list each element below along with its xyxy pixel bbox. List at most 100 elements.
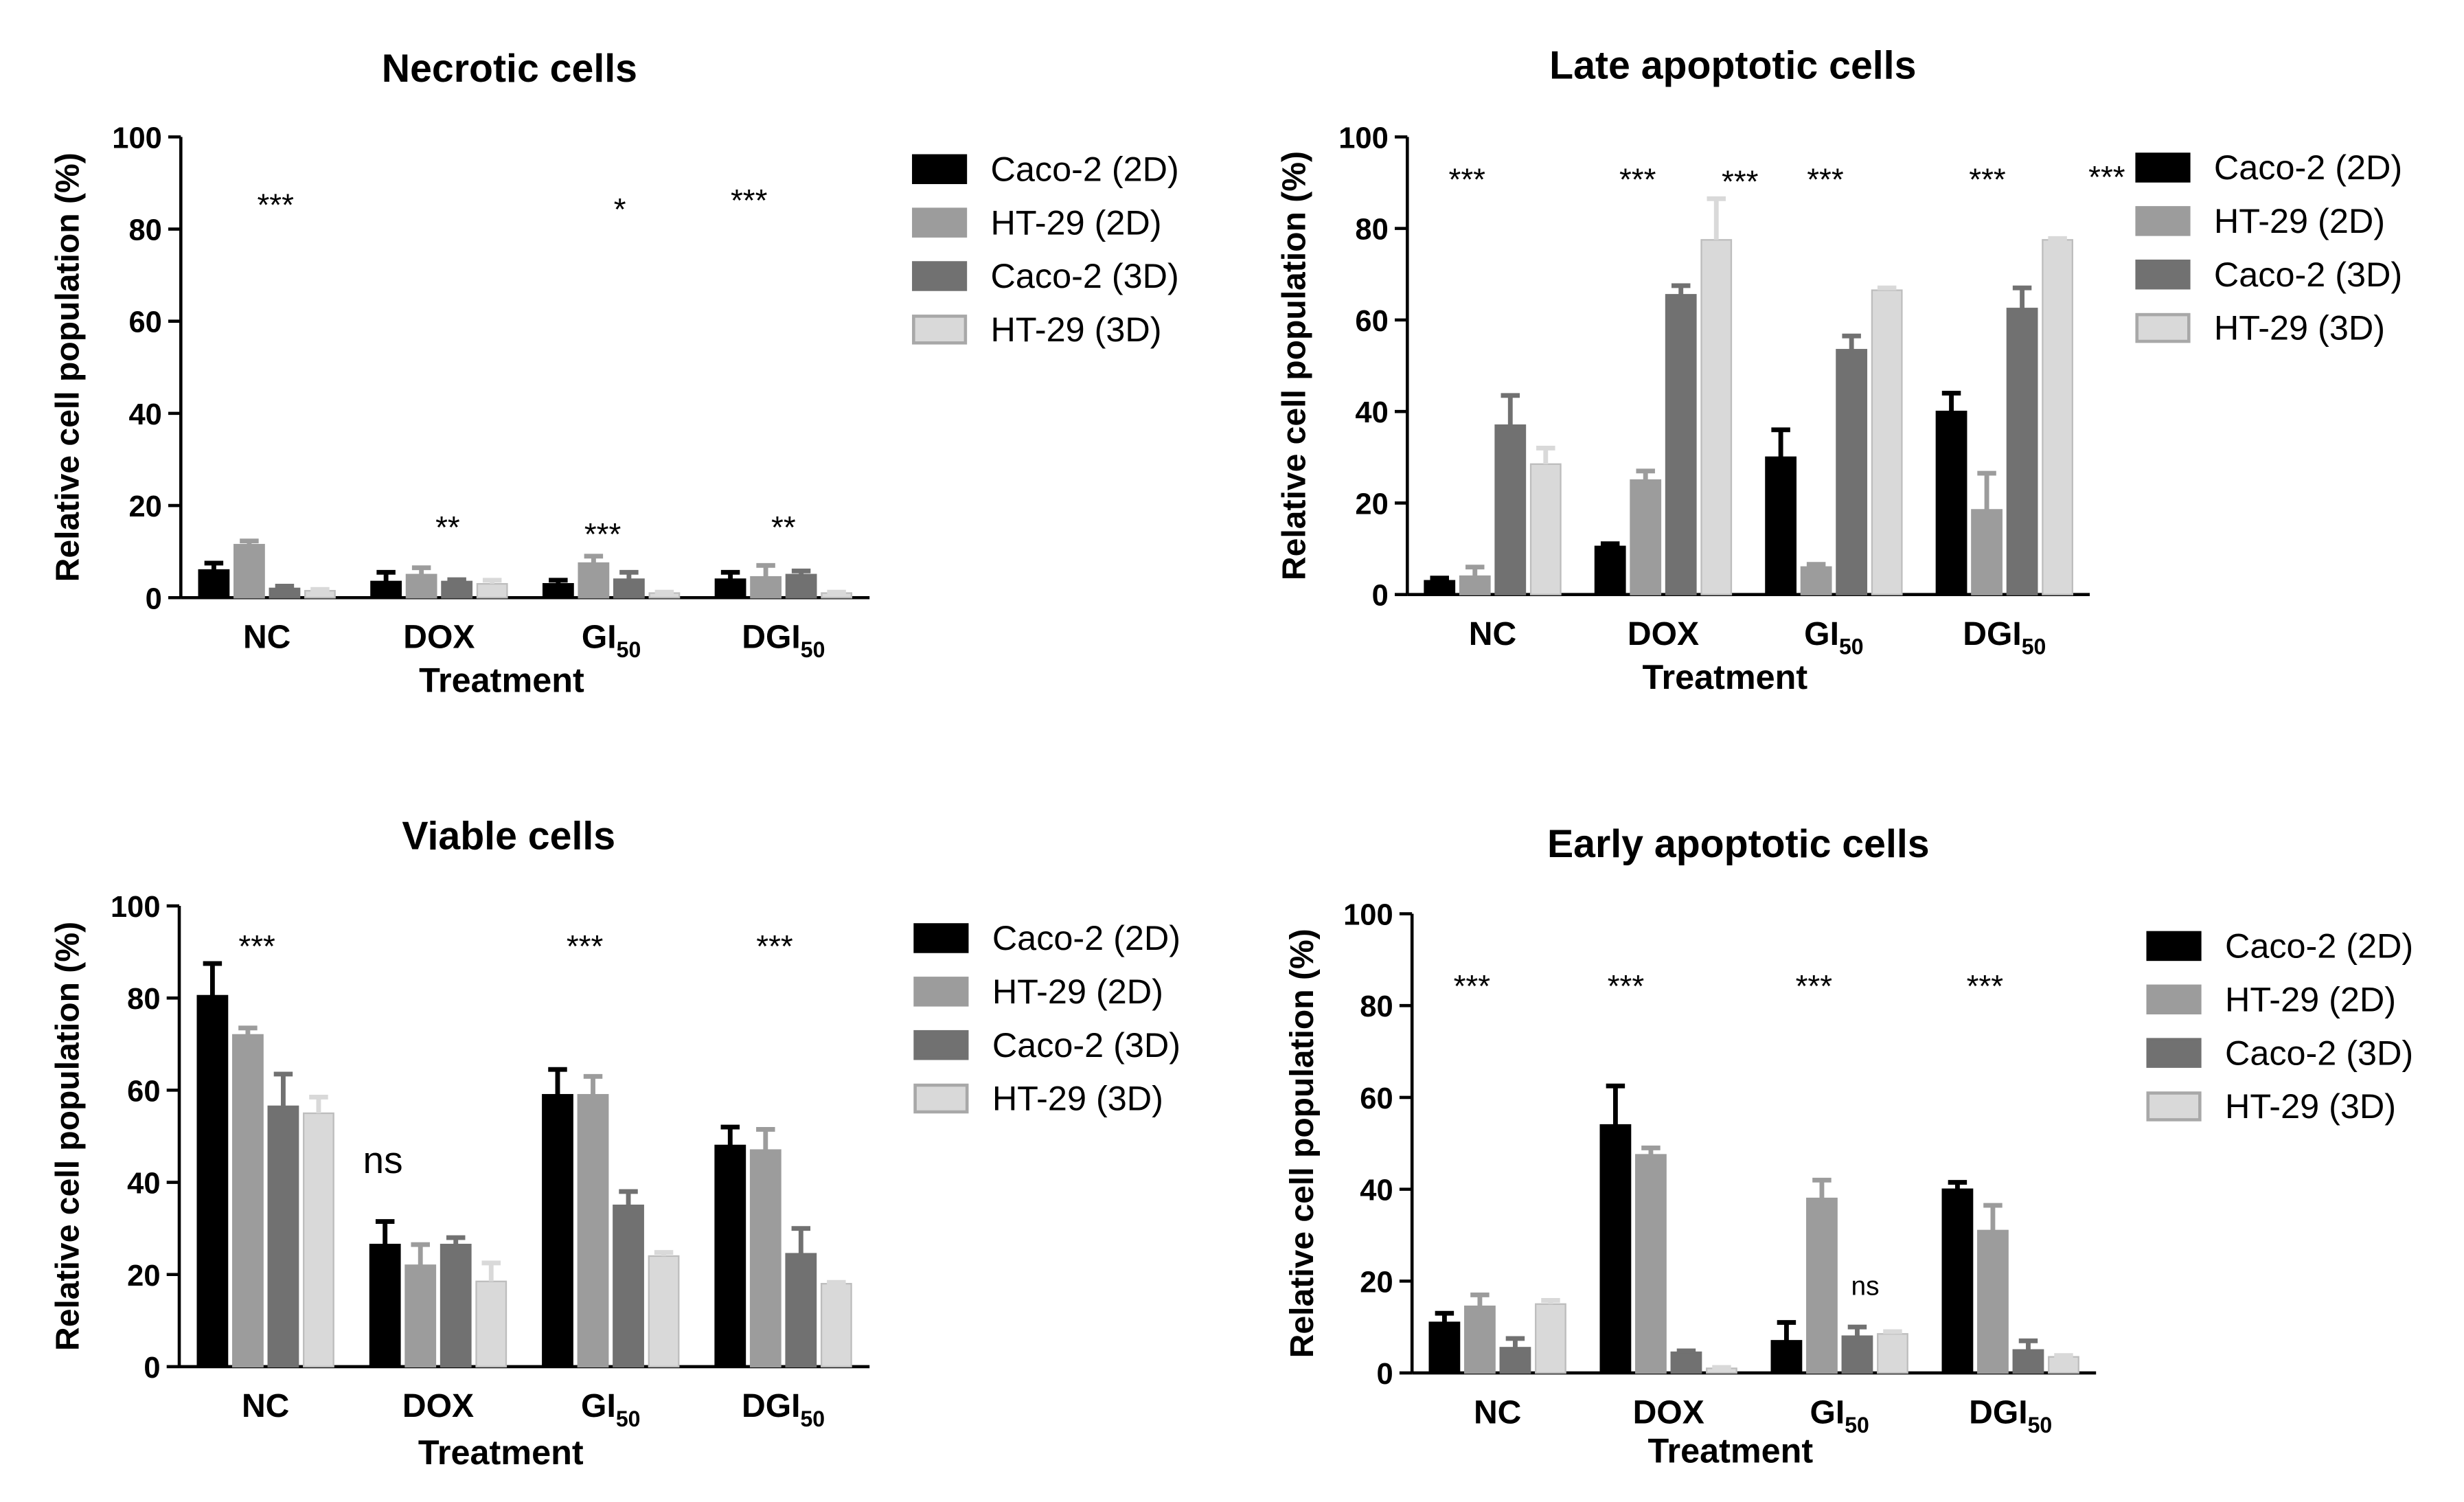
legend-swatch <box>912 261 968 291</box>
legend-swatch <box>913 977 969 1007</box>
bar-caco-2-2d--0 <box>198 569 230 599</box>
bar-caco-2-2d--2 <box>1770 1340 1803 1374</box>
x-tick-label: GI50 <box>1804 615 1863 659</box>
legend-swatch <box>912 207 968 238</box>
bar-caco-2-3d--1 <box>441 580 473 599</box>
bar-caco-2-3d--3 <box>785 573 817 599</box>
chart-panel-viable: Viable cells Relative cell population (%)… <box>49 815 1180 1472</box>
x-tick-label: DOX <box>1633 1393 1704 1431</box>
bar-caco-2-2d--3 <box>714 1144 746 1368</box>
bar-ht-29-3d--0 <box>304 590 336 599</box>
y-tick-label: 40 <box>1355 396 1388 429</box>
x-tick-label: DGI50 <box>742 1387 825 1431</box>
legend-swatch <box>913 923 969 953</box>
x-tick-label: DOX <box>1628 615 1699 652</box>
bar-ht-29-3d--1 <box>1700 239 1733 595</box>
legend-label: Caco-2 (2D) <box>992 918 1180 957</box>
legend-label: Caco-2 (3D) <box>992 1025 1180 1065</box>
bar-caco-2-3d--3 <box>2012 1349 2044 1374</box>
bar-ht-29-2d--3 <box>1977 1229 2009 1374</box>
legend-label: Caco-2 (2D) <box>991 149 1179 188</box>
legend-label: HT-29 (2D) <box>2225 979 2396 1019</box>
bar-ht-29-2d--3 <box>1971 509 2003 595</box>
legend-swatch <box>913 1029 969 1060</box>
bar-caco-2-3d--0 <box>269 587 301 599</box>
significance-annotation: *** <box>584 517 621 552</box>
legend-swatch <box>2146 984 2202 1015</box>
significance-annotation: *** <box>1619 162 1656 197</box>
y-tick-label: 20 <box>127 1260 160 1293</box>
legend-label: Caco-2 (3D) <box>991 256 1179 295</box>
significance-annotation: ns <box>1851 1271 1879 1301</box>
y-tick-label: 40 <box>1360 1174 1393 1207</box>
bar-ht-29-2d--2 <box>1800 566 1832 595</box>
bar-caco-2-2d--1 <box>370 580 402 599</box>
bar-caco-2-3d--2 <box>1841 1335 1873 1374</box>
legend-swatch <box>2135 152 2191 183</box>
bar-ht-29-3d--2 <box>648 1255 680 1368</box>
x-tick-label: DOX <box>403 619 475 656</box>
bar-caco-2-2d--2 <box>542 582 574 599</box>
significance-annotation: *** <box>567 929 604 964</box>
x-tick-label: DGI50 <box>742 619 825 663</box>
significance-annotation: *** <box>731 183 768 218</box>
y-tick-label: 60 <box>1360 1082 1393 1115</box>
bar-caco-2-2d--0 <box>1428 1321 1461 1374</box>
y-tick-label: 20 <box>1355 488 1388 521</box>
chart-panel-early-apoptotic: Early apoptotic cells Relative cell popul… <box>1284 822 2413 1470</box>
x-axis-label: Treatment <box>1642 657 1807 696</box>
y-tick-label: 60 <box>1355 305 1388 338</box>
bar-ht-29-2d--1 <box>404 1264 437 1368</box>
bar-ht-29-3d--1 <box>476 582 508 599</box>
y-tick-label: 0 <box>144 1352 160 1385</box>
bar-ht-29-3d--3 <box>820 1283 852 1368</box>
chart-panel-necrotic: Necrotic cells Relative cell population (… <box>49 47 1178 699</box>
x-tick-label: DGI50 <box>1969 1393 2052 1437</box>
significance-annotation: ns <box>363 1139 403 1181</box>
bar-ht-29-2d--0 <box>1464 1305 1496 1374</box>
x-tick-label: NC <box>1469 615 1516 652</box>
bar-caco-2-3d--1 <box>1665 294 1697 595</box>
bar-caco-2-2d--0 <box>196 994 229 1368</box>
bar-caco-2-3d--1 <box>440 1243 472 1368</box>
significance-annotation: *** <box>1969 162 2006 197</box>
y-axis-label: Relative cell population (%) <box>1275 151 1312 580</box>
chart-title: Late apoptotic cells <box>1549 44 1916 88</box>
y-tick-label: 80 <box>1355 214 1388 247</box>
x-tick-label: GI50 <box>1810 1393 1869 1437</box>
legend-swatch <box>2135 259 2191 290</box>
bar-caco-2-3d--1 <box>1670 1351 1702 1374</box>
y-tick-label: 40 <box>128 398 161 431</box>
legend-label: Caco-2 (2D) <box>2214 148 2402 187</box>
legend-swatch <box>2146 1091 2202 1122</box>
legend-label: HT-29 (2D) <box>992 972 1163 1011</box>
y-tick-label: 60 <box>128 306 161 339</box>
x-tick-label: DGI50 <box>1963 615 2046 659</box>
legend-swatch <box>2135 206 2191 236</box>
bar-ht-29-2d--1 <box>1630 479 1662 595</box>
chart-title: Necrotic cells <box>382 47 637 91</box>
bar-ht-29-2d--2 <box>577 1093 609 1368</box>
y-tick-label: 80 <box>127 983 160 1016</box>
bar-ht-29-2d--3 <box>749 1149 782 1368</box>
legend-label: Caco-2 (3D) <box>2214 255 2402 294</box>
y-tick-label: 40 <box>127 1168 160 1201</box>
bar-caco-2-3d--0 <box>267 1105 299 1368</box>
y-axis-label: Relative cell population (%) <box>1284 929 1321 1358</box>
bar-ht-29-3d--0 <box>1535 1303 1566 1374</box>
x-tick-label: GI50 <box>581 1387 640 1431</box>
bar-caco-2-2d--2 <box>1765 456 1797 595</box>
significance-annotation: *** <box>1449 162 1486 197</box>
significance-annotation: *** <box>1967 969 2004 1004</box>
significance-annotation: *** <box>756 929 793 964</box>
bar-ht-29-2d--1 <box>1635 1154 1667 1374</box>
significance-annotation: *** <box>1454 969 1491 1004</box>
legend-label: HT-29 (3D) <box>2225 1086 2396 1126</box>
y-tick-label: 100 <box>112 122 162 155</box>
significance-annotation: *** <box>1722 164 1759 199</box>
y-tick-label: 0 <box>146 582 162 615</box>
bar-ht-29-2d--3 <box>750 576 782 599</box>
legend-label: HT-29 (3D) <box>2214 308 2385 348</box>
legend-swatch <box>912 154 968 185</box>
